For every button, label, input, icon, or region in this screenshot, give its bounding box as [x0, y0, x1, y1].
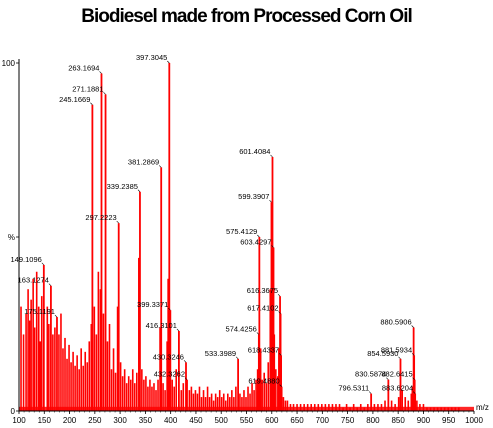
peak-label-leader — [368, 391, 372, 394]
peak-label: 533.3989 — [205, 349, 236, 358]
x-tick-label: 800 — [366, 416, 380, 425]
peak-label: 618.4337 — [248, 345, 279, 354]
peak-label-leader — [270, 154, 273, 158]
peak-label-leader — [90, 102, 93, 105]
peak-label: 575.4129 — [226, 227, 257, 236]
peak-label-leader — [386, 377, 389, 380]
peak-label-leader — [278, 311, 281, 314]
peak-label: 163.1274 — [18, 276, 49, 285]
peak-label: 397.3045 — [136, 53, 167, 62]
x-tick-label: 700 — [316, 416, 330, 425]
x-tick-label: 250 — [88, 416, 102, 425]
peak-label-leader — [278, 353, 282, 356]
peak-label: 882.6415 — [381, 370, 412, 379]
x-tick-label: 600 — [265, 416, 279, 425]
peak-label-leader — [411, 325, 414, 328]
spectrum-bars — [19, 63, 474, 411]
chart-title: Biodiesel made from Processed Corn Oil — [81, 6, 413, 27]
y-tick-label: % — [8, 233, 15, 242]
y-tick-label: 100 — [2, 59, 16, 68]
peak-label: 619.4880 — [248, 377, 279, 386]
peak-label: 616.3675 — [247, 286, 278, 295]
peak-label-leader — [48, 283, 52, 286]
peak-label: 883.6204 — [382, 384, 413, 393]
x-unit-label: m/z — [476, 403, 489, 412]
x-tick-label: 100 — [12, 416, 26, 425]
peak-label-leader — [158, 165, 162, 168]
x-tick-label: 150 — [38, 416, 52, 425]
peak-label: 175.1191 — [24, 307, 55, 316]
peak-label: 617.4102 — [247, 304, 278, 313]
peak-label: 880.5906 — [380, 317, 411, 326]
peak-label: 574.4256 — [226, 324, 257, 333]
x-tick-label: 850 — [391, 416, 405, 425]
peak-label: 603.4297 — [240, 237, 271, 246]
x-tick-label: 1000 — [465, 416, 483, 425]
peak-label: 430.3246 — [153, 352, 184, 361]
peak-label-leader — [116, 220, 119, 224]
peak-label-leader — [412, 391, 416, 394]
peak-label: 399.3371 — [137, 300, 168, 309]
peak-label: 263.1694 — [68, 63, 99, 72]
peak-label: 245.1669 — [59, 95, 90, 104]
peak-label-leader — [176, 328, 180, 332]
x-tick-label: 950 — [442, 416, 456, 425]
peak-label-leader — [99, 71, 102, 74]
peak-label-leader — [183, 360, 187, 363]
y-tick-label: 0 — [11, 407, 16, 416]
x-tick-label: 550 — [240, 416, 254, 425]
x-tick-label: 300 — [113, 416, 127, 425]
peak-label-leader — [184, 377, 188, 380]
x-tick-label: 450 — [189, 416, 203, 425]
axes — [16, 59, 475, 414]
peak-label-leader — [257, 234, 260, 238]
peak-label-leader — [412, 377, 415, 380]
peak-label: 381.2869 — [128, 157, 159, 166]
peak-label-leader — [235, 356, 239, 360]
peak-label: 271.1881 — [72, 84, 103, 93]
peak-label: 830.5874 — [355, 370, 386, 379]
peak-label-leader — [168, 307, 171, 311]
peak-label-leader — [398, 356, 401, 360]
peak-label-leader — [279, 384, 282, 387]
peak-label-leader — [41, 262, 45, 266]
peak-label: 601.4084 — [239, 147, 270, 156]
peak-labels: 149.1096 163.1274 175.1191 245.1669 263.1694… — [11, 53, 416, 394]
x-tick-label: 500 — [215, 416, 229, 425]
peak-label-leader — [271, 245, 274, 248]
x-tick-label: 350 — [139, 416, 153, 425]
peak-label-leader — [137, 189, 141, 192]
x-tick-label: 750 — [341, 416, 355, 425]
peak-label: 854.5930 — [367, 349, 398, 358]
peak-label: 599.3907 — [238, 192, 269, 201]
peak-label-leader — [167, 60, 170, 64]
peak-label: 881.5934 — [381, 345, 412, 354]
peak-label: 149.1096 — [11, 255, 42, 264]
peak-label: 796.5311 — [338, 384, 369, 393]
tick-labels: 100 150 200 250 300 350 400 450 500 550 600 650 700 7… — [2, 59, 489, 425]
peak-label: 339.2385 — [107, 182, 138, 191]
peak-label-leader — [411, 353, 415, 356]
peak-label-leader — [54, 314, 58, 318]
x-tick-label: 900 — [417, 416, 431, 425]
peak-label-leader — [269, 199, 272, 203]
peak-label: 297.2223 — [85, 213, 116, 222]
peak-label-leader — [103, 92, 106, 95]
x-tick-label: 200 — [63, 416, 77, 425]
x-tick-label: 400 — [164, 416, 178, 425]
peak-label-leader — [277, 293, 281, 297]
x-tick-label: 650 — [290, 416, 304, 425]
peak-label-leader — [256, 332, 260, 335]
peak-label: 432.3262 — [154, 370, 185, 379]
peak-label: 416.3101 — [146, 321, 177, 330]
